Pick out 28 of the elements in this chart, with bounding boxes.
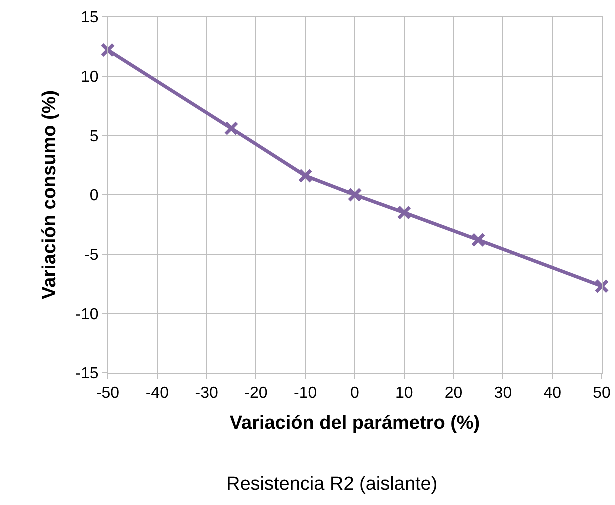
point [224, 121, 239, 136]
point [397, 206, 412, 220]
y-tick-label: 0 [90, 188, 99, 205]
y-tick-label: -5 [84, 246, 99, 264]
point [471, 232, 486, 248]
x-tick-label: 50 [593, 385, 611, 402]
y-tick-label: -10 [76, 306, 99, 324]
y-tick-label: 5 [90, 128, 99, 146]
y-axis-title: Variación consumo (%) [40, 90, 61, 300]
y-tick-label: 15 [81, 10, 99, 27]
x-tick-label: -50 [96, 385, 120, 402]
y-tick-label: 10 [81, 68, 99, 86]
point [298, 168, 313, 184]
x-tick-label: -10 [294, 385, 318, 402]
y-tick-label: -15 [76, 366, 99, 383]
x-tick-label: 40 [544, 385, 562, 402]
x-tick-label: 0 [350, 385, 360, 402]
x-axis-title: Variación del parámetro (%) [230, 413, 480, 434]
text: Resistencia R2 (aislante) [226, 474, 438, 495]
x-tick-label: 10 [396, 385, 414, 402]
x-tick-label: 30 [494, 385, 512, 402]
x-tick-label: -30 [195, 385, 218, 402]
point [594, 279, 610, 294]
x-tick-label: 20 [444, 385, 463, 402]
point [100, 42, 116, 58]
x-tick-label: -20 [244, 385, 268, 402]
x-tick-label: -40 [146, 385, 170, 402]
point [348, 188, 362, 202]
